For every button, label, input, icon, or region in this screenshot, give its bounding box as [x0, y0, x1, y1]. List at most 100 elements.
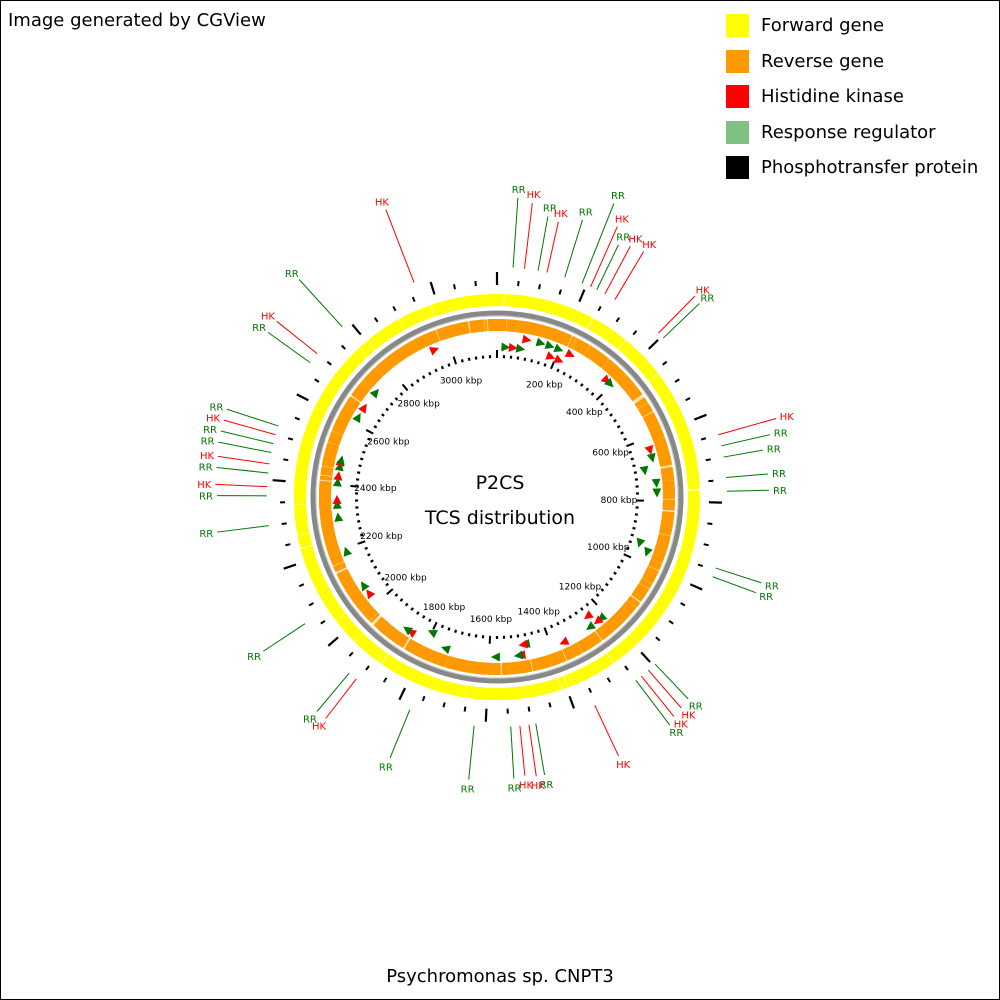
forward-gene-mark — [550, 679, 556, 692]
rr-callout: RR — [199, 492, 268, 503]
reverse-gene-mark — [342, 406, 355, 415]
forward-gene-mark — [340, 365, 352, 376]
reverse-gene-mark — [433, 330, 440, 343]
forward-gene-mark — [627, 634, 638, 645]
forward-gene-mark — [305, 427, 318, 434]
outer-major-tick — [351, 323, 362, 336]
forward-gene-mark — [422, 307, 429, 320]
forward-gene-mark — [620, 342, 631, 354]
inner-minor-tick — [613, 571, 617, 575]
reverse-gene-mark — [331, 558, 344, 565]
reverse-gene-mark — [450, 324, 456, 337]
inner-minor-tick — [360, 457, 364, 461]
inner-minor-tick — [367, 553, 371, 557]
reverse-gene-mark — [399, 635, 408, 648]
forward-gene-mark — [410, 669, 419, 682]
rr-callout: RR — [726, 486, 787, 497]
reverse-gene-mark — [452, 324, 458, 337]
forward-gene-mark — [302, 550, 315, 558]
reverse-gene-mark — [320, 475, 333, 479]
forward-gene-mark — [324, 598, 337, 607]
outer-minor-tick — [281, 522, 287, 525]
outer-minor-tick — [287, 437, 294, 441]
inner-minor-tick — [362, 450, 366, 454]
forward-gene-mark — [304, 431, 317, 437]
forward-gene-mark — [313, 406, 326, 415]
callout-leader-line — [216, 467, 269, 474]
forward-gene-mark — [678, 552, 692, 560]
hk-callout: HK — [647, 669, 696, 722]
reverse-gene-mark — [544, 326, 550, 339]
reverse-gene-mark — [552, 652, 560, 665]
reverse-gene-mark — [334, 565, 347, 573]
reverse-gene-mark — [333, 561, 345, 569]
forward-gene-mark — [607, 331, 617, 343]
rr-callout: RR — [537, 204, 557, 271]
hk-marker — [583, 610, 594, 620]
inner-minor-tick — [616, 565, 621, 569]
reverse-gene-mark — [383, 358, 393, 370]
inner-minor-tick — [630, 457, 634, 461]
callout-leader-line — [512, 197, 519, 268]
inner-minor-tick — [385, 407, 390, 412]
forward-gene-mark — [633, 629, 644, 640]
forward-gene-mark — [436, 679, 442, 692]
forward-gene-mark — [483, 294, 487, 307]
forward-gene-mark — [565, 307, 572, 320]
forward-gene-mark — [600, 326, 609, 338]
forward-gene-mark — [652, 606, 664, 616]
forward-gene-mark — [662, 590, 675, 598]
forward-gene-mark — [329, 381, 341, 390]
callout-leader-line — [635, 680, 671, 726]
inner-minor-tick — [620, 559, 624, 563]
reverse-gene-mark — [321, 524, 334, 530]
reverse-gene-mark — [618, 376, 630, 386]
reverse-gene-mark — [610, 367, 621, 378]
reverse-gene-mark — [331, 430, 343, 437]
reverse-gene-track — [318, 318, 676, 676]
reverse-gene-mark — [634, 397, 646, 406]
reverse-gene-mark — [510, 662, 515, 675]
rr-callout: RR — [252, 323, 311, 364]
inner-minor-tick — [609, 577, 613, 581]
inner-minor-tick — [530, 631, 534, 635]
reverse-gene-mark — [526, 321, 531, 335]
reverse-gene-mark — [342, 407, 354, 416]
rr-callout: RR — [564, 207, 593, 278]
reverse-gene-mark — [424, 648, 432, 661]
forward-gene-mark — [543, 681, 549, 694]
inner-minor-tick — [632, 526, 636, 530]
hk-callout: HK — [519, 725, 533, 792]
reverse-gene-mark — [525, 660, 530, 673]
reverse-gene-mark — [457, 322, 463, 336]
reverse-gene-mark — [660, 468, 674, 473]
forward-gene-mark — [533, 297, 539, 311]
forward-gene-mark — [313, 579, 326, 587]
callout-leader-line — [712, 576, 757, 594]
forward-gene-mark — [369, 645, 380, 657]
reverse-gene-mark — [461, 659, 467, 672]
forward-gene-mark — [377, 330, 388, 343]
outer-minor-tick — [294, 416, 301, 421]
forward-gene-mark — [403, 316, 411, 328]
reverse-gene-mark — [329, 433, 342, 440]
inner-minor-tick — [543, 363, 547, 367]
reverse-gene-mark — [530, 322, 536, 335]
reverse-gene-mark — [635, 399, 648, 408]
forward-gene-mark — [301, 547, 314, 555]
reverse-gene-mark — [553, 329, 560, 342]
inner-major-tick — [357, 540, 366, 545]
rr-callout: RR — [715, 567, 779, 593]
rr-marker — [352, 413, 361, 424]
callout-leader-line — [528, 724, 537, 777]
forward-gene-mark — [652, 378, 664, 389]
forward-gene-mark — [298, 452, 311, 458]
inner-minor-tick — [358, 464, 362, 468]
reverse-gene-mark — [324, 450, 337, 457]
forward-gene-mark — [683, 538, 696, 543]
forward-gene-mark — [516, 295, 520, 308]
forward-gene-mark — [653, 381, 666, 390]
reverse-gene-mark — [662, 512, 675, 517]
tick-label: 800 kbp — [601, 496, 638, 506]
callout-leader-line — [590, 226, 618, 288]
